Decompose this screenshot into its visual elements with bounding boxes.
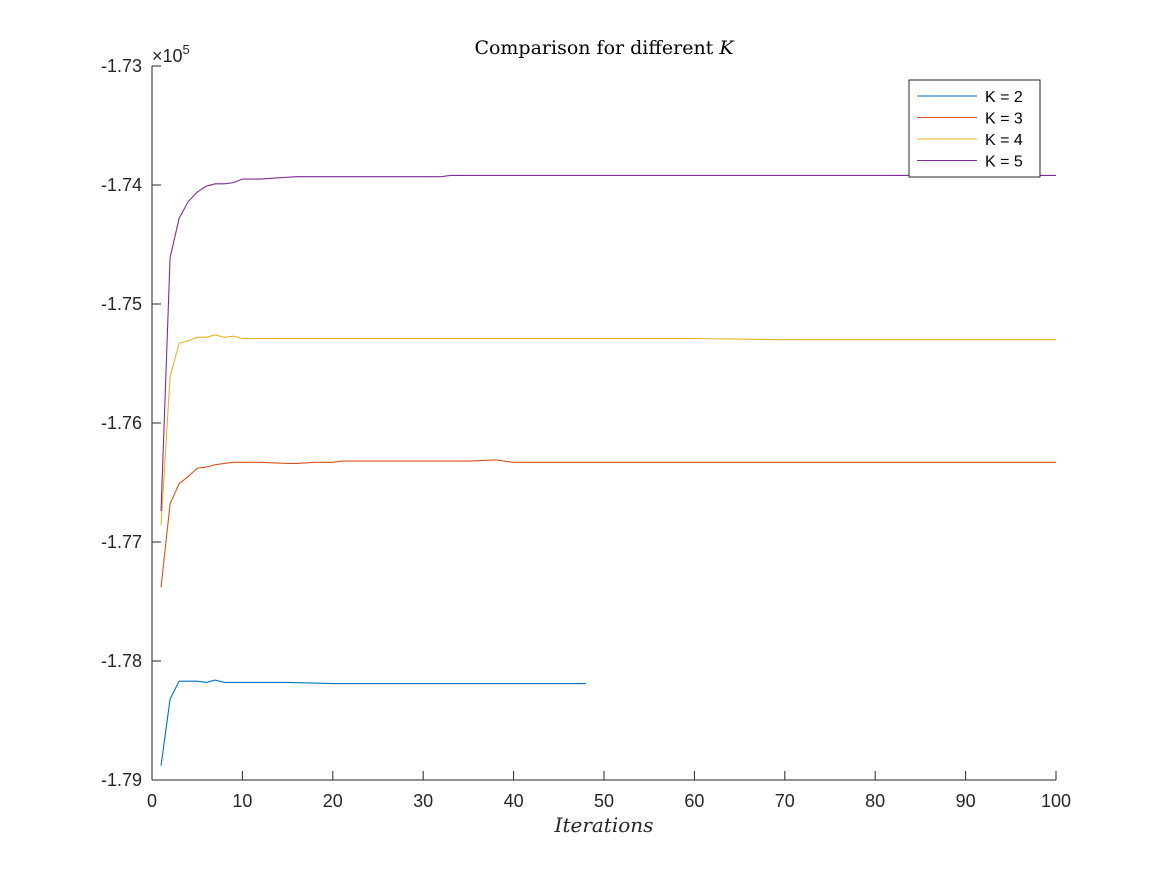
y-tick-label: -1.79 bbox=[101, 770, 142, 790]
x-tick-label: 60 bbox=[684, 791, 704, 811]
plot-area bbox=[152, 66, 1056, 780]
y-ticks: -1.79 -1.78 -1.77 -1.76 -1.75 -1.74 -1.73 bbox=[101, 56, 161, 790]
legend-label-k2: K = 2 bbox=[985, 89, 1023, 106]
series-layer bbox=[160, 174, 1056, 766]
series-line-k3 bbox=[160, 459, 1056, 588]
x-tick-label: 20 bbox=[323, 791, 343, 811]
x-tick-label: 80 bbox=[865, 791, 885, 811]
x-tick-label: 30 bbox=[413, 791, 433, 811]
x-tick-label: 70 bbox=[775, 791, 795, 811]
legend-label-k5: K = 5 bbox=[985, 154, 1023, 171]
x-ticks: 0 10 20 30 40 50 60 70 80 90 100 bbox=[147, 771, 1071, 811]
x-tick-label: 100 bbox=[1041, 791, 1071, 811]
y-tick-label: -1.74 bbox=[101, 175, 142, 195]
y-tick-label: -1.78 bbox=[101, 651, 142, 671]
x-tick-label: 50 bbox=[594, 791, 614, 811]
legend-label-k3: K = 3 bbox=[985, 111, 1023, 128]
series-line-k2 bbox=[160, 679, 586, 766]
chart-title: Comparison for different K bbox=[474, 37, 735, 59]
y-scale-exponent: 5 bbox=[183, 42, 190, 57]
y-tick-label: -1.73 bbox=[101, 56, 142, 76]
x-tick-label: 0 bbox=[147, 791, 157, 811]
series-line-k5 bbox=[160, 174, 1056, 512]
series-line-k4 bbox=[160, 334, 1056, 526]
x-tick-label: 90 bbox=[956, 791, 976, 811]
legend: K = 2 K = 3 K = 4 K = 5 bbox=[908, 79, 1041, 178]
y-tick-label: -1.76 bbox=[101, 413, 142, 433]
x-tick-label: 10 bbox=[232, 791, 252, 811]
y-scale-multiplier: ×105 bbox=[152, 42, 190, 66]
chart-title-variable: K bbox=[718, 37, 735, 59]
y-tick-label: -1.77 bbox=[101, 532, 142, 552]
x-tick-label: 40 bbox=[504, 791, 524, 811]
legend-label-k4: K = 4 bbox=[985, 132, 1023, 149]
x-axis-label: Iterations bbox=[554, 813, 654, 837]
y-tick-label: -1.75 bbox=[101, 294, 142, 314]
